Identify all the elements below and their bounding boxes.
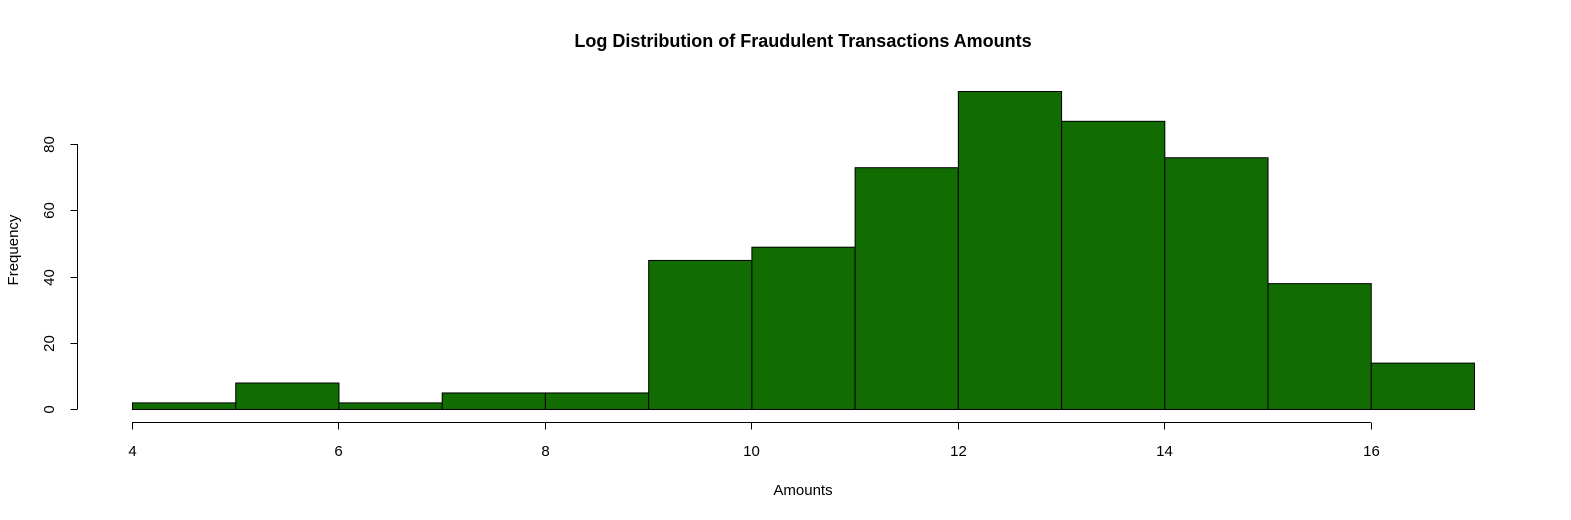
x-tick-label: 8 <box>541 443 549 460</box>
y-tick-label: 80 <box>41 136 58 153</box>
y-tick-label: 20 <box>41 335 58 352</box>
histogram-bar <box>751 246 856 410</box>
histogram-bar <box>132 402 237 410</box>
x-tick-label: 14 <box>1156 443 1173 460</box>
histogram-bar <box>544 392 650 410</box>
x-axis: 4 6 8 10 12 14 16 <box>128 422 1380 460</box>
histogram-bar <box>441 392 546 410</box>
histogram-bar <box>648 259 753 410</box>
histogram-bar <box>1164 157 1269 410</box>
histogram-bar <box>1267 283 1372 410</box>
x-tick-label: 12 <box>950 443 967 460</box>
chart-title: Log Distribution of Fraudulent Transacti… <box>574 31 1031 51</box>
histogram-bar <box>338 402 443 410</box>
x-tick-label: 16 <box>1363 443 1380 460</box>
x-tick-label: 6 <box>334 443 342 460</box>
y-tick-label: 0 <box>41 405 58 413</box>
x-tick-label: 10 <box>743 443 760 460</box>
histogram-bar <box>1061 120 1166 410</box>
y-axis-label: Frequency <box>5 214 22 285</box>
y-tick-label: 40 <box>41 269 58 286</box>
y-axis: 0 20 40 60 80 <box>41 136 78 414</box>
y-tick-label: 60 <box>41 202 58 219</box>
x-tick-label: 4 <box>128 443 136 460</box>
histogram-bar <box>957 91 1063 410</box>
x-axis-label: Amounts <box>773 482 832 499</box>
bars-group <box>132 91 1476 410</box>
histogram-bar <box>1370 362 1476 410</box>
histogram-bar <box>854 167 959 410</box>
histogram-bar <box>235 382 340 410</box>
